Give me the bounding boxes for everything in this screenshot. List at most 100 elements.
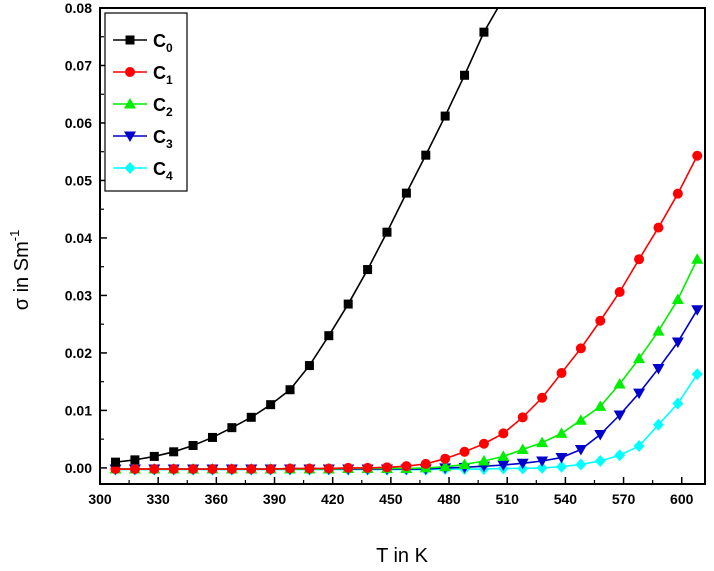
data-point (323, 463, 334, 474)
y-tick-label: 0.04 (65, 230, 92, 246)
data-point (226, 464, 237, 475)
data-point (479, 27, 489, 37)
legend-marker (124, 98, 136, 109)
data-point (613, 410, 626, 422)
x-tick-label: 600 (670, 491, 694, 507)
data-point (324, 331, 334, 341)
data-point (633, 440, 645, 453)
data-point (575, 343, 586, 354)
legend-marker (125, 35, 135, 45)
data-point (633, 388, 646, 400)
data-point (652, 363, 665, 375)
data-point (207, 464, 218, 475)
x-tick-label: 510 (496, 491, 520, 507)
legend-box (104, 12, 188, 192)
legend-item: C0 (113, 31, 173, 55)
y-tick-label: 0.06 (65, 115, 92, 131)
data-point (149, 451, 159, 461)
svg-text:σ in Sm-1: σ in Sm-1 (7, 230, 33, 311)
data-point (652, 418, 664, 431)
data-point (363, 265, 373, 275)
series-line (115, 155, 698, 470)
legend-item: C3 (113, 127, 173, 151)
data-point (285, 463, 296, 474)
data-point (556, 460, 568, 473)
legend-marker (124, 131, 136, 142)
x-tick-label: 420 (321, 491, 345, 507)
data-point (459, 446, 470, 457)
data-point (671, 293, 684, 304)
data-point (420, 458, 431, 469)
data-point (304, 361, 314, 371)
data-point (440, 111, 450, 121)
data-point (672, 397, 684, 410)
data-point (555, 427, 568, 438)
legend-item: C2 (113, 95, 173, 119)
data-point (440, 453, 451, 464)
legend-item: C4 (113, 159, 173, 183)
legend-label: C4 (153, 159, 173, 183)
series-C2 (109, 253, 704, 474)
legend-label: C2 (153, 95, 173, 119)
data-point (188, 440, 198, 450)
data-point (478, 438, 489, 449)
data-point (594, 400, 607, 411)
data-point (149, 464, 160, 475)
data-point (556, 368, 567, 379)
series-line (115, 373, 698, 471)
data-point (516, 443, 529, 455)
data-point (382, 227, 392, 237)
data-point (265, 464, 276, 475)
data-point (497, 460, 510, 472)
data-point (362, 462, 373, 473)
data-point (575, 458, 587, 471)
data-point (613, 377, 626, 389)
data-point (653, 222, 664, 233)
x-tick-label: 300 (88, 491, 112, 507)
data-point (517, 412, 528, 423)
legend-label: C1 (153, 63, 173, 87)
plot-frame (99, 7, 706, 485)
y-axis-title: σ in Sm-1 (7, 230, 33, 311)
data-point (227, 423, 237, 433)
data-point (652, 325, 665, 336)
legend-marker (124, 162, 136, 174)
data-point (129, 464, 140, 475)
data-point (304, 463, 315, 474)
legend: C0 C1 C2 C3 C4 (104, 12, 188, 192)
data-point (188, 464, 199, 475)
x-tick-label: 330 (146, 491, 170, 507)
series-line (115, 258, 698, 470)
data-point (343, 299, 353, 309)
data-point (421, 150, 431, 160)
data-point (401, 461, 412, 472)
data-point (633, 352, 646, 364)
series-layer (109, 8, 704, 476)
data-point (246, 464, 257, 475)
data-point (614, 449, 626, 462)
x-tick-label: 540 (554, 491, 578, 507)
data-point (460, 70, 470, 80)
data-point (266, 400, 276, 410)
legend-label: C3 (153, 127, 173, 151)
data-point (691, 253, 704, 264)
x-tick-label: 480 (437, 491, 461, 507)
x-tick-label: 390 (263, 491, 287, 507)
data-point (439, 460, 452, 472)
data-point (285, 385, 295, 395)
data-point (691, 368, 703, 381)
data-point (536, 456, 549, 468)
data-point (111, 457, 121, 467)
data-point (536, 436, 549, 448)
x-tick-label: 570 (612, 491, 636, 507)
x-tick-label: 450 (379, 491, 403, 507)
data-point (498, 428, 509, 439)
data-point (672, 188, 683, 199)
data-point (634, 254, 645, 265)
y-axis-title-main: σ in Sm (11, 241, 33, 310)
y-tick-label: 0.00 (65, 460, 92, 476)
data-point (574, 445, 587, 456)
data-point (168, 464, 179, 475)
data-point (691, 305, 704, 316)
